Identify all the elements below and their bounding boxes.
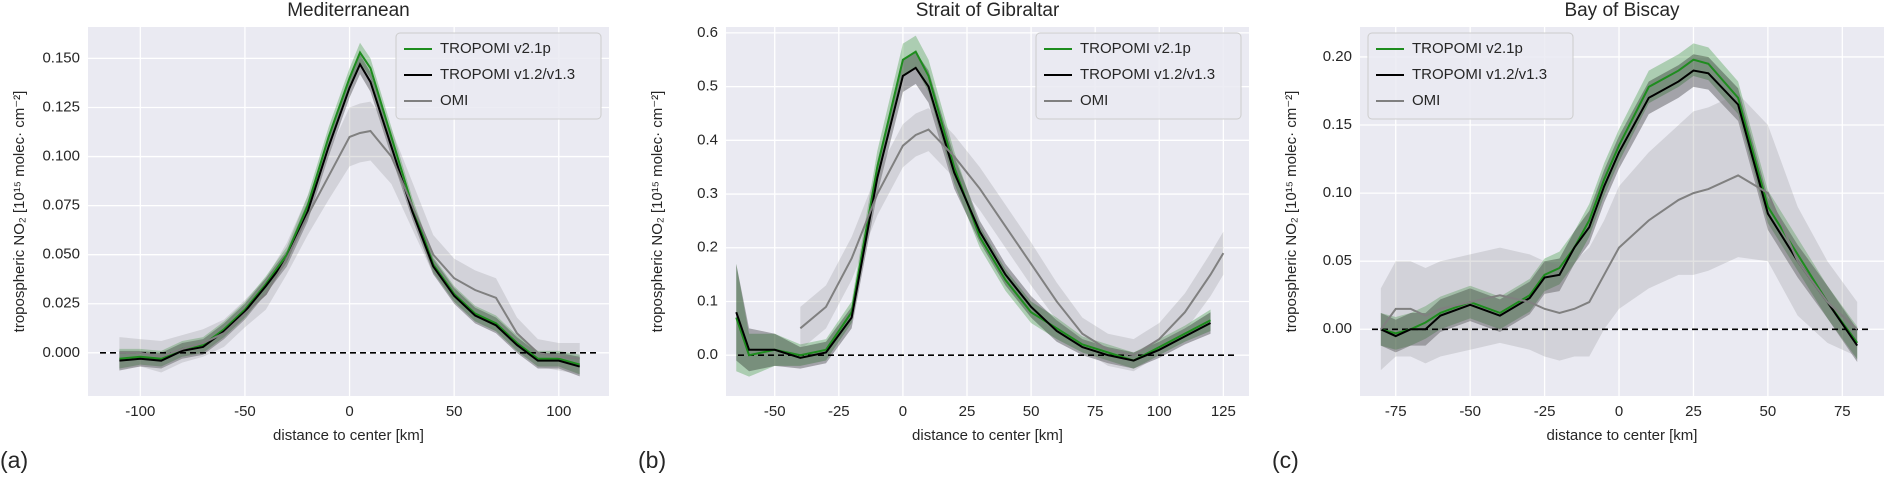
y-tick-label: 0.2 — [697, 239, 718, 256]
y-tick-label: 0.1 — [697, 292, 718, 309]
legend-label: TROPOMI v2.1p — [1080, 40, 1191, 57]
error-band — [800, 108, 1224, 372]
x-tick-label: 75 — [1087, 403, 1104, 420]
x-tick-label: -100 — [125, 403, 155, 420]
series-line — [1380, 69, 1859, 347]
x-tick-label: 50 — [446, 403, 463, 420]
legend-label: TROPOMI v2.1p — [440, 40, 551, 57]
x-tick-label: 100 — [1147, 403, 1172, 420]
x-tick-label: -50 — [764, 403, 786, 420]
series-line — [1380, 174, 1858, 331]
x-tick-label: 100 — [546, 403, 571, 420]
x-axis-label: distance to center [km] — [912, 427, 1063, 444]
y-tick-label: 0.125 — [42, 98, 80, 115]
panel: -50 -25 0 25 50 75 100 125 0.0 0.1 0.2 0.3 0.4 0.5 0.6… — [638, 0, 1249, 473]
panel: -100 -50 0 50 100 0.000 0.025 0.050 0.075 0.100 0.… — [0, 0, 609, 473]
series-line — [119, 129, 580, 360]
x-tick-label: -25 — [1534, 403, 1556, 420]
y-tick-label: 0.075 — [42, 197, 80, 214]
y-axis-label: tropospheric NO₂ [10¹⁵ molec· cm⁻²] — [11, 91, 28, 333]
legend-label: TROPOMI v1.2/v1.3 — [1412, 66, 1547, 83]
x-tick-label: 25 — [1685, 403, 1702, 420]
panel-label: (b) — [638, 447, 666, 473]
y-axis-label: tropospheric NO₂ [10¹⁵ molec· cm⁻²] — [1283, 91, 1300, 333]
error-band — [119, 101, 580, 375]
legend-box — [1035, 32, 1242, 120]
y-tick-label: 0.050 — [42, 246, 80, 263]
x-tick-label: 75 — [1834, 403, 1851, 420]
y-axis-label: tropospheric NO₂ [10¹⁵ molec· cm⁻²] — [649, 91, 666, 333]
x-tick-label: 50 — [1760, 403, 1777, 420]
y-tick-label: 0.4 — [697, 131, 718, 148]
legend-label: TROPOMI v1.2/v1.3 — [1080, 66, 1215, 83]
legend-label: TROPOMI v1.2/v1.3 — [440, 66, 575, 83]
x-tick-label: 0 — [345, 403, 353, 420]
y-tick-label: 0.3 — [697, 185, 718, 202]
error-band — [1380, 93, 1858, 371]
x-tick-label: -75 — [1385, 403, 1407, 420]
y-tick-label: 0.10 — [1323, 184, 1352, 201]
y-tick-label: 0.025 — [42, 295, 80, 312]
series-line — [1380, 58, 1859, 344]
x-tick-label: 50 — [1023, 403, 1040, 420]
legend-label: TROPOMI v2.1p — [1412, 40, 1523, 57]
chart-title: Mediterranean — [287, 0, 410, 21]
x-axis-label: distance to center [km] — [1547, 427, 1698, 444]
x-tick-label: 125 — [1211, 403, 1236, 420]
legend-box — [1367, 32, 1574, 120]
y-tick-label: 0.00 — [1323, 320, 1352, 337]
error-band — [1380, 54, 1858, 362]
chart-title: Strait of Gibraltar — [916, 0, 1060, 21]
x-tick-label: -25 — [828, 403, 850, 420]
y-tick-label: 0.20 — [1323, 48, 1352, 65]
y-tick-label: 0.0 — [697, 346, 718, 363]
x-tick-label: 25 — [959, 403, 976, 420]
y-tick-label: 0.6 — [697, 24, 718, 41]
legend-label: OMI — [1412, 92, 1440, 109]
series-line — [119, 50, 580, 366]
y-tick-label: 0.100 — [42, 148, 80, 165]
panel-label: (c) — [1272, 447, 1299, 473]
y-tick-label: 0.05 — [1323, 252, 1352, 269]
legend-label: OMI — [1080, 92, 1108, 109]
x-tick-label: -50 — [234, 403, 256, 420]
series-line — [735, 66, 1212, 362]
panel: -75 -50 -25 0 25 50 75 0.00 0.05 0.10 0.15 0.20 Bay … — [1272, 0, 1884, 473]
panel-label: (a) — [0, 447, 28, 473]
y-tick-label: 0.15 — [1323, 116, 1352, 133]
y-tick-label: 0.150 — [42, 49, 80, 66]
x-tick-label: 0 — [1615, 403, 1623, 420]
x-tick-label: -50 — [1459, 403, 1481, 420]
chart-title: Bay of Biscay — [1564, 0, 1680, 21]
x-axis-label: distance to center [km] — [273, 427, 424, 444]
series-line — [799, 128, 1225, 357]
legend-box — [395, 32, 602, 120]
series-line — [119, 62, 580, 368]
x-tick-label: 0 — [899, 403, 907, 420]
legend-label: OMI — [440, 92, 468, 109]
y-tick-label: 0.000 — [42, 344, 80, 361]
y-tick-label: 0.5 — [697, 78, 718, 95]
